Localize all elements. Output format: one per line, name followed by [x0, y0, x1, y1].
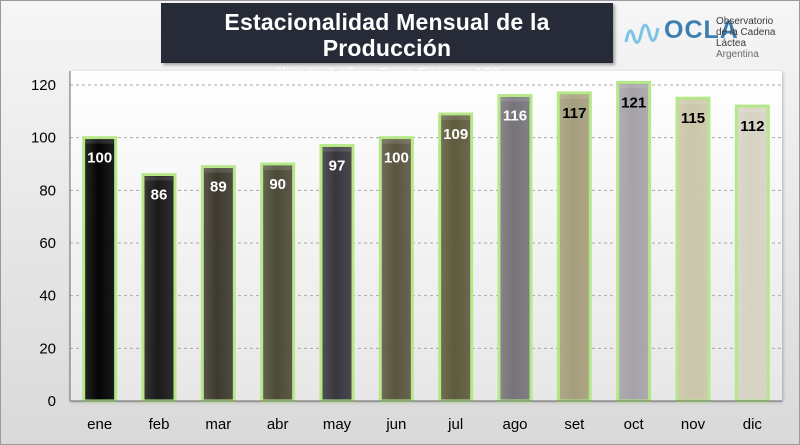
x-tick-label-jul: jul — [447, 416, 463, 433]
bar-highlight — [738, 108, 767, 113]
bar-highlight — [85, 139, 114, 144]
data-label-ago: 116 — [503, 108, 527, 125]
x-tick-label-jun: jun — [385, 416, 406, 433]
y-tick-label: 0 — [48, 393, 56, 410]
bar-jun — [378, 136, 414, 403]
bar-abr — [260, 162, 296, 403]
bar-highlight — [323, 147, 351, 152]
data-label-ene: 100 — [87, 150, 112, 167]
data-label-set: 117 — [562, 105, 586, 122]
x-tick-label-oct: oct — [624, 416, 645, 433]
logo-brand: OCLA — [664, 16, 739, 44]
data-label-feb: 86 — [151, 187, 168, 204]
chart-title: Estacionalidad Mensual de la Producción — [224, 9, 550, 61]
milk-wave-logo-icon — [624, 23, 660, 44]
y-tick-label: 60 — [39, 235, 56, 252]
logo-subtitle: Observatorio de la Cadena Láctea Argenti… — [716, 16, 794, 60]
bar-highlight — [204, 168, 233, 173]
data-label-jun: 100 — [384, 150, 409, 167]
bars — [82, 80, 770, 403]
bar-jul — [438, 112, 474, 403]
x-tick-label-mar: mar — [205, 416, 231, 433]
data-labels: 100 86 89 90 97 100 109 116 117 121 115 112 — [87, 94, 764, 203]
x-axis: ene feb mar abr may jun jul ago set oct nov dic — [70, 400, 782, 433]
data-label-may: 97 — [329, 158, 346, 175]
bar-highlight — [263, 166, 292, 170]
x-tick-label-dic: dic — [743, 416, 763, 433]
ocla-logo: OCLA Observatorio de la Cadena Láctea Ar… — [624, 12, 794, 60]
y-tick-label: 100 — [31, 130, 56, 147]
bar-may — [319, 144, 355, 403]
x-tick-label-set: set — [564, 416, 585, 433]
data-label-mar: 89 — [210, 179, 227, 196]
bar-nov — [675, 96, 711, 403]
data-label-oct: 121 — [621, 94, 646, 111]
x-tick-label-ago: ago — [502, 416, 527, 433]
logo-line-3: Argentina — [716, 49, 759, 60]
plot-area — [70, 71, 782, 401]
y-tick-label: 120 — [31, 77, 56, 94]
logo-line-2: de la Cadena Láctea — [716, 27, 776, 49]
data-label-abr: 90 — [269, 176, 286, 193]
data-label-nov: 115 — [681, 110, 705, 127]
bar-highlight — [145, 176, 173, 181]
bar-highlight — [501, 97, 529, 102]
x-tick-label-may: may — [323, 416, 352, 433]
bar-highlight — [679, 100, 707, 105]
bar-mar — [200, 165, 236, 403]
y-axis: 0 20 40 60 80 100 120 — [31, 71, 71, 410]
bar-oct — [616, 80, 652, 403]
x-tick-label-feb: feb — [149, 416, 170, 433]
bar-highlight — [382, 139, 411, 144]
logo-line-1: Observatorio — [716, 16, 774, 27]
gridlines — [70, 84, 782, 349]
y-tick-label: 20 — [39, 340, 56, 357]
bar-highlight — [560, 94, 589, 99]
bar-dic — [734, 104, 770, 403]
bar-feb — [141, 173, 177, 403]
x-tick-label-nov: nov — [681, 416, 706, 433]
x-tick-label-ene: ene — [87, 416, 112, 433]
data-label-dic: 112 — [740, 118, 764, 135]
bar-ago — [497, 94, 533, 403]
data-label-jul: 109 — [443, 126, 468, 143]
bar-ene — [82, 136, 118, 403]
y-tick-label: 80 — [39, 182, 56, 199]
x-tick-label-abr: abr — [267, 416, 289, 433]
bar-highlight — [619, 84, 648, 89]
bar-set — [556, 91, 592, 403]
bar-highlight — [441, 115, 470, 120]
y-tick-label: 40 — [39, 288, 56, 305]
